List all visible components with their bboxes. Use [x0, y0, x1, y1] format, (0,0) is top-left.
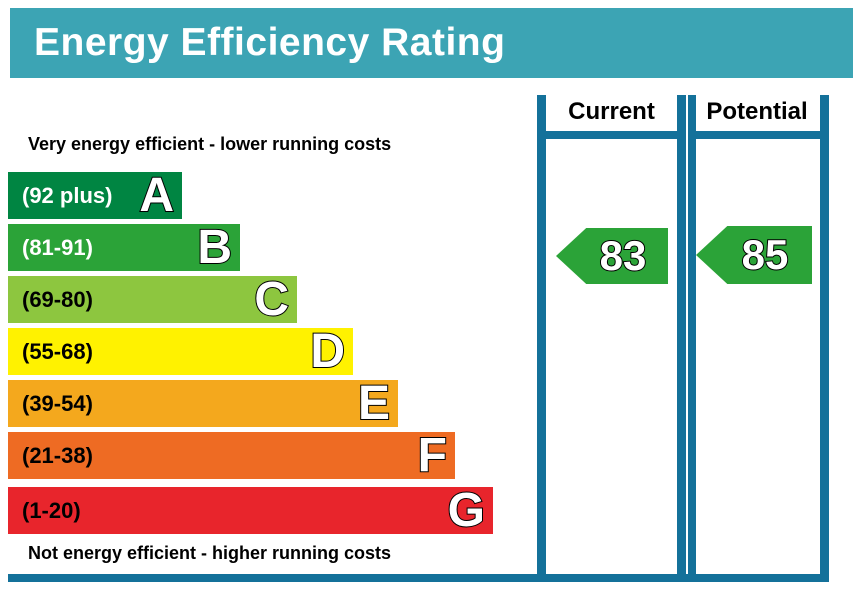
- chart-bottom-border: [8, 574, 829, 582]
- current-column-right-border: [677, 95, 686, 582]
- band-row-e: (39-54) E: [8, 377, 398, 430]
- band-letter: B: [196, 221, 233, 274]
- band-range-label: (21-38): [22, 442, 93, 468]
- band-range-label: (69-80): [22, 286, 93, 312]
- band-row-f: (21-38) F: [8, 429, 455, 482]
- band-range-label: (92 plus): [22, 182, 113, 208]
- potential-column-left-border: [688, 95, 696, 582]
- band-letter: G: [447, 484, 486, 537]
- current-rating-value: 83: [599, 232, 648, 279]
- bottom-note: Not energy efficient - higher running co…: [28, 543, 392, 563]
- top-note: Very energy efficient - lower running co…: [28, 134, 392, 154]
- potential-column-header: Potential: [706, 98, 808, 125]
- band-row-d: (55-68) D: [8, 325, 353, 378]
- band-range-label: (39-54): [22, 390, 93, 416]
- band-row-g: (1-20) G: [8, 484, 493, 537]
- band-row-c: (69-80) C: [8, 273, 297, 326]
- potential-header-divider: [688, 131, 829, 139]
- band-row-b: (81-91) B: [8, 221, 240, 274]
- band-range-label: (1-20): [22, 497, 81, 523]
- band-letter: E: [357, 377, 391, 430]
- band-letter: D: [309, 325, 346, 378]
- current-rating-pointer: 83: [556, 228, 668, 284]
- current-header-divider: [537, 131, 686, 139]
- band-range-label: (81-91): [22, 234, 93, 260]
- potential-column-right-border: [820, 95, 829, 582]
- band-letter: F: [417, 429, 448, 482]
- potential-rating-value: 85: [741, 231, 790, 278]
- page-title: Energy Efficiency Rating: [34, 21, 506, 64]
- band-range-label: (55-68): [22, 338, 93, 364]
- current-column-left-border: [537, 95, 546, 582]
- title-bar: Energy Efficiency Rating: [10, 8, 853, 78]
- band-letter: A: [138, 169, 175, 222]
- band-row-a: (92 plus) A: [8, 169, 182, 222]
- current-column-header: Current: [568, 98, 655, 125]
- potential-rating-pointer: 85: [696, 226, 812, 284]
- band-letter: C: [253, 273, 290, 326]
